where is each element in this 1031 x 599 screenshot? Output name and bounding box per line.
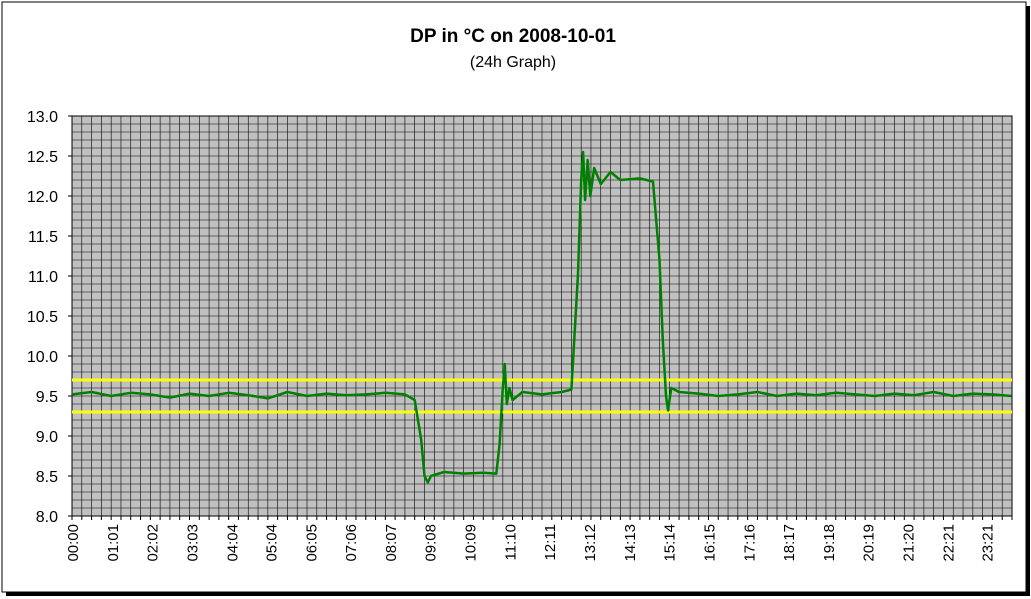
x-tick-label: 12:11 (542, 524, 559, 560)
reference-lines (72, 378, 1012, 414)
y-tick-label: 8.5 (36, 469, 58, 486)
x-tick-label: 14:13 (622, 524, 639, 562)
x-tick-label: 19:18 (821, 524, 838, 562)
y-tick-label: 10.5 (27, 309, 58, 326)
chart-title: DP in °C on 2008-10-01 (410, 26, 616, 47)
x-tick-label: 23:21 (980, 524, 997, 562)
dp-series-line (71, 150, 1012, 484)
x-tick-label: 06:05 (303, 524, 320, 562)
x-tick-label: 16:15 (702, 524, 719, 562)
x-tick-label: 11:10 (502, 524, 519, 560)
x-tick-label: 08:07 (383, 524, 400, 562)
y-tick-label: 9.0 (36, 429, 58, 446)
x-tick-label: 13:12 (582, 524, 599, 562)
x-tick-label: 18:17 (781, 524, 798, 562)
x-tick-label: 22:21 (940, 524, 957, 562)
x-tick-label: 21:20 (901, 524, 918, 562)
x-tick-label: 04:04 (224, 524, 241, 562)
x-tick-label: 10:09 (463, 524, 480, 562)
x-tick-label: 20:19 (861, 524, 878, 562)
x-tick-label: 15:14 (662, 524, 679, 562)
y-tick-label: 13.0 (27, 109, 58, 126)
chart-shadow-right (1026, 6, 1030, 596)
y-tick-label: 8.0 (36, 509, 58, 526)
x-tick-label: 17:16 (741, 524, 758, 562)
y-tick-label: 11.0 (28, 269, 58, 286)
y-tick-label: 12.5 (27, 149, 58, 166)
x-tick-label: 05:04 (263, 524, 280, 562)
x-tick-label: 07:06 (343, 524, 360, 562)
x-tick-label: 02:02 (145, 524, 162, 562)
x-axis: 00:00 01:01 02:02 03:03 04:04 05:04 06:05 07:06… (65, 516, 1013, 562)
y-axis: 13.0 12.5 12.0 11.5 11.0 10.5 10.0 9.5 9.0 8.5 8.0 (27, 109, 72, 526)
x-tick-label: 01:01 (105, 524, 122, 562)
y-tick-label: 10.0 (27, 349, 58, 366)
y-tick-label: 11.5 (28, 229, 58, 246)
chart-subtitle: (24h Graph) (470, 54, 556, 71)
chart-shadow-bottom (6, 592, 1030, 596)
y-tick-label: 12.0 (27, 189, 58, 206)
series-layer (71, 150, 1012, 484)
x-tick-label: 03:03 (185, 524, 202, 562)
x-tick-label: 09:08 (423, 524, 440, 562)
y-tick-label: 9.5 (36, 389, 58, 406)
x-tick-label: 00:00 (65, 524, 82, 562)
